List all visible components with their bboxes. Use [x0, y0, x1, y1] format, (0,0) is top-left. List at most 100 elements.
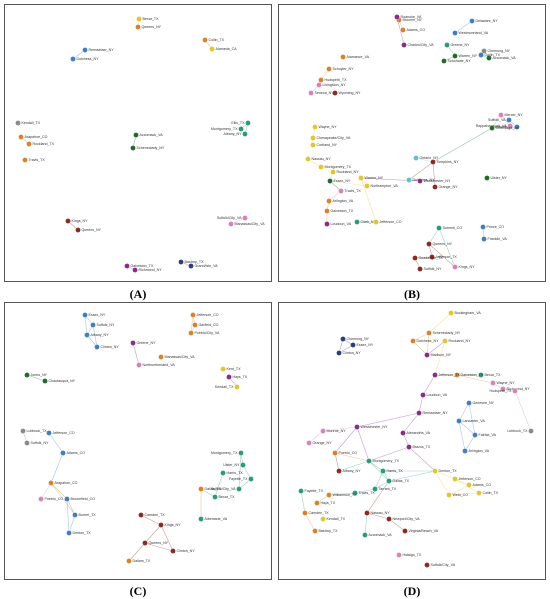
caption-c: (C) — [129, 584, 147, 598]
node-label: Montgomery_TX — [373, 459, 400, 463]
node-label: Albany_NY — [224, 132, 243, 136]
node-marker — [410, 338, 416, 344]
graph-node: Manassas/City_VA — [228, 221, 265, 227]
graph-node: Kings_NY — [65, 218, 88, 224]
graph-node: Richmond_NY — [500, 386, 530, 392]
node-label: Jefferson_TX — [439, 373, 461, 377]
node-label: Queens_NY — [433, 242, 453, 246]
node-marker — [66, 530, 72, 536]
graph-edge — [422, 374, 436, 396]
graph-edge — [132, 342, 140, 366]
node-marker — [84, 332, 90, 338]
node-marker — [426, 241, 432, 247]
node-marker — [364, 183, 370, 189]
graph-edge — [84, 314, 88, 336]
node-marker — [198, 486, 204, 492]
graph-edge — [454, 20, 473, 34]
node-label: Madison_NY — [431, 353, 452, 357]
node-marker — [136, 16, 142, 22]
graph-edge — [26, 374, 46, 382]
node-label: Dallas_TX — [205, 487, 222, 491]
node-label: Bexar_TX — [219, 495, 236, 499]
graph-node: Travis_TX — [22, 157, 45, 163]
graph-node: Travis_TX — [338, 188, 361, 194]
graph-edge — [426, 340, 446, 356]
graph-node: Schenectady_NY — [130, 145, 165, 151]
graph-edge — [66, 498, 76, 516]
node-marker — [506, 117, 512, 123]
node-marker — [326, 66, 332, 72]
node-label: Garfield_CO — [199, 323, 219, 327]
graph-node: Chautauqua_NY — [42, 378, 76, 384]
graph-node: Newport/City_VA — [386, 516, 420, 522]
node-marker — [192, 322, 198, 328]
node-marker — [70, 56, 76, 62]
node-marker — [332, 450, 338, 456]
node-label: Fayette_TX — [229, 477, 248, 481]
node-marker — [226, 374, 232, 380]
node-marker — [364, 510, 370, 516]
graph-node: Northumberland_VA — [136, 362, 175, 368]
graph-node: Albany_NY — [224, 131, 248, 137]
node-marker — [432, 372, 438, 378]
node-marker — [130, 340, 136, 346]
node-label: Ulster_NY — [491, 176, 508, 180]
node-marker — [245, 120, 251, 126]
node-label: Arlington_VA — [333, 199, 354, 203]
node-label: Kent_TX — [227, 367, 242, 371]
node-marker — [500, 386, 506, 392]
node-marker — [332, 90, 338, 96]
node-marker — [432, 468, 438, 474]
node-marker — [65, 218, 71, 224]
graph-edge — [300, 490, 306, 514]
graph-edge — [329, 180, 368, 187]
node-marker — [528, 428, 534, 434]
graph-edge — [434, 470, 450, 496]
node-marker — [72, 512, 78, 518]
graph-edge — [160, 524, 174, 552]
node-marker — [24, 372, 30, 378]
node-label: Roanoke_VA — [401, 15, 423, 19]
node-label: Weld_CO — [453, 493, 469, 497]
node-label: Kendall_TX — [215, 385, 234, 389]
node-marker — [417, 178, 423, 184]
node-label: Schenectady_NY — [137, 146, 165, 150]
node-label: Collin_TX — [209, 38, 225, 42]
node-marker — [170, 548, 176, 554]
node-label: Harris_TX — [227, 471, 244, 475]
node-label: Suffolk/City_VA — [431, 563, 456, 567]
node-marker — [452, 476, 458, 482]
node-marker — [90, 322, 96, 328]
graph-node: Franklin_VA — [481, 236, 507, 242]
node-marker — [202, 37, 208, 43]
node-marker — [135, 24, 141, 30]
node-label: Travis_TX — [359, 491, 376, 495]
graph-node: Adams_CO — [400, 27, 425, 33]
node-marker — [138, 512, 144, 518]
graph-node: Jones_NY — [24, 372, 48, 378]
caption-b: (B) — [404, 287, 420, 301]
node-marker — [310, 135, 316, 141]
node-marker — [454, 372, 460, 378]
graph-edge — [458, 420, 476, 436]
node-marker — [406, 444, 412, 450]
graph-node: Onondaga_NY — [489, 125, 520, 131]
node-label: Galveston_TX — [461, 373, 484, 377]
node-label: Albemarle_VA — [205, 517, 228, 521]
graph-edge — [418, 394, 424, 414]
node-label: Albany_NY — [343, 469, 362, 473]
graph-node: Pueblo_CO — [38, 496, 63, 502]
node-label: Clinton_NY — [177, 549, 196, 553]
node-marker — [15, 120, 21, 126]
graph-node: Galveston_TX — [454, 372, 484, 378]
node-marker — [242, 131, 248, 137]
graph-node: Albany_NY — [336, 468, 362, 474]
node-marker — [26, 141, 32, 147]
node-label: Clinton_NY — [343, 351, 362, 355]
node-label: Hudspeth_TX — [490, 389, 513, 393]
graph-node: Rockland_TX — [26, 141, 55, 147]
node-marker — [142, 540, 148, 546]
node-label: Lubbock_TX — [27, 429, 48, 433]
node-marker — [336, 350, 342, 356]
